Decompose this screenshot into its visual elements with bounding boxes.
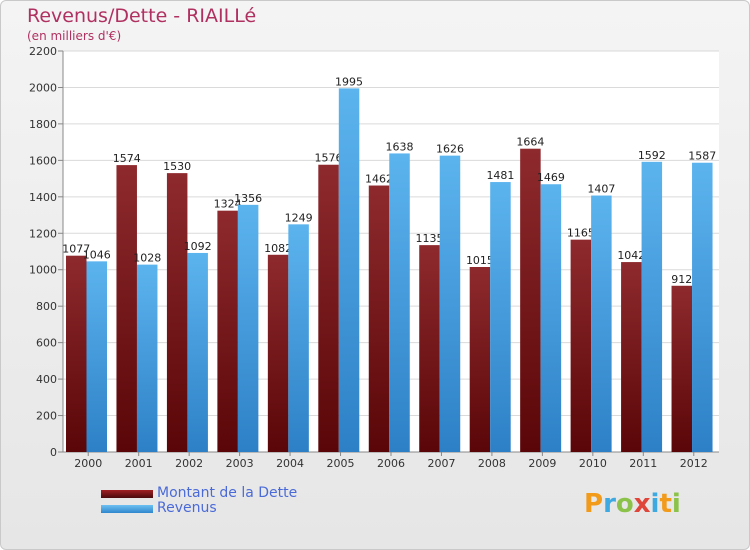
data-label-revenus: 1592 — [638, 149, 666, 162]
bar-dette — [318, 164, 339, 453]
bar-dette — [166, 173, 188, 452]
x-tick-label: 2010 — [579, 457, 607, 470]
data-label-dette: 1324 — [214, 198, 242, 211]
bar-revenus — [338, 88, 360, 452]
bar-revenus — [540, 184, 562, 452]
legend-label-revenus: Revenus — [157, 500, 217, 516]
bar-dette — [520, 148, 541, 452]
bar-revenus — [136, 264, 158, 452]
bar-revenus — [237, 204, 259, 452]
data-label-revenus: 1046 — [83, 248, 111, 261]
data-label-dette: 1077 — [62, 243, 90, 256]
data-label-revenus: 1249 — [285, 211, 313, 224]
bar-dette — [116, 165, 137, 452]
data-label-dette: 1082 — [264, 242, 292, 255]
data-label-dette: 1042 — [617, 249, 645, 262]
data-label-revenus: 1092 — [184, 240, 212, 253]
y-tick-label: 0 — [50, 446, 57, 459]
y-tick-label: 2000 — [29, 81, 57, 94]
bar-dette — [621, 262, 642, 452]
y-tick-label: 600 — [36, 337, 57, 350]
data-label-revenus: 1469 — [537, 171, 565, 184]
bar-revenus — [641, 161, 663, 452]
proxiti-logo: Proxiti — [584, 489, 681, 519]
data-label-dette: 1530 — [163, 160, 191, 173]
x-tick-label: 2008 — [478, 457, 506, 470]
bar-dette — [671, 285, 693, 452]
bar-revenus — [490, 182, 511, 453]
data-label-revenus: 1587 — [688, 150, 716, 163]
data-label-dette: 1135 — [415, 232, 443, 245]
data-label-dette: 1574 — [113, 152, 141, 165]
y-tick-label: 1400 — [29, 191, 57, 204]
x-tick-label: 2004 — [276, 457, 304, 470]
y-tick-label: 800 — [36, 300, 57, 313]
bar-dette — [66, 255, 87, 452]
x-tick-label: 2012 — [680, 457, 708, 470]
data-label-dette: 1015 — [466, 254, 494, 267]
y-tick-label: 1800 — [29, 118, 57, 131]
x-tick-label: 2002 — [175, 457, 203, 470]
bar-revenus — [187, 252, 208, 452]
x-tick-label: 2007 — [427, 457, 455, 470]
bar-dette — [368, 185, 390, 452]
bar-revenus — [591, 195, 612, 452]
x-tick-label: 2000 — [74, 457, 102, 470]
bar-dette — [419, 245, 440, 452]
bar-revenus — [389, 153, 410, 453]
y-tick-label: 400 — [36, 373, 57, 386]
data-label-revenus: 1356 — [234, 192, 262, 205]
y-tick-label: 1600 — [29, 154, 57, 167]
data-label-revenus: 1028 — [133, 252, 161, 265]
y-tick-label: 2200 — [29, 45, 57, 58]
legend-swatch-revenus — [101, 505, 153, 513]
bar-revenus — [86, 261, 107, 452]
data-label-revenus: 1638 — [386, 140, 414, 153]
x-tick-label: 2003 — [226, 457, 254, 470]
legend-swatch-dette — [101, 490, 153, 498]
data-label-dette: 1664 — [516, 136, 544, 149]
legend-label-dette: Montant de la Dette — [157, 485, 298, 501]
data-label-dette: 1462 — [365, 173, 393, 186]
x-tick-label: 2006 — [377, 457, 405, 470]
x-tick-label: 2011 — [629, 457, 657, 470]
x-tick-label: 2001 — [125, 457, 153, 470]
data-label-revenus: 1481 — [486, 169, 514, 182]
data-label-dette: 1165 — [567, 227, 595, 240]
bar-dette — [469, 266, 491, 452]
data-label-dette: 1576 — [315, 152, 343, 165]
bar-dette — [217, 210, 238, 452]
bar-dette — [570, 239, 592, 452]
data-label-revenus: 1626 — [436, 143, 464, 156]
bar-revenus — [439, 155, 461, 452]
chart-subtitle: (en milliers d'€) — [27, 29, 122, 43]
y-tick-label: 1200 — [29, 227, 57, 240]
bar-revenus — [692, 162, 713, 452]
data-label-revenus: 1407 — [587, 183, 615, 196]
x-tick-label: 2005 — [327, 457, 355, 470]
bar-revenus — [288, 224, 309, 452]
chart-title: Revenus/Dette - RIAILLé — [27, 5, 257, 27]
x-tick-label: 2009 — [528, 457, 556, 470]
data-label-dette: 912 — [671, 273, 692, 286]
data-label-revenus: 1995 — [335, 75, 363, 88]
y-tick-label: 200 — [36, 410, 57, 423]
bar-dette — [267, 254, 289, 452]
y-tick-label: 1000 — [29, 264, 57, 277]
